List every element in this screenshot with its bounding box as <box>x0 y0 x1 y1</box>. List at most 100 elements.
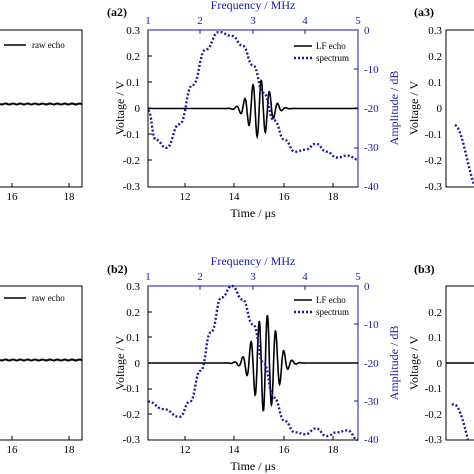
b1-xtick-label-18: 18 <box>64 444 76 456</box>
b3-ytick-label: -0.2 <box>425 409 442 421</box>
b2-bottom-ticks: 12 14 16 18 <box>180 444 340 456</box>
a1-xtick-label-18: 18 <box>64 191 76 203</box>
a2-spectrum-line <box>146 30 359 161</box>
a2-ytick-label: 0.2 <box>126 51 140 63</box>
a2-top-axis-label: Frequency / MHz <box>211 0 296 12</box>
a2-panel-label: (a2) <box>107 5 127 19</box>
a2-top-tick-label: 5 <box>355 15 361 27</box>
a2-ytick-label: 0.3 <box>126 25 140 37</box>
b2-legend: LF echo spectrum <box>294 295 349 317</box>
b2-ytick-label: -0.1 <box>123 383 140 395</box>
b2-ytick-label: -0.2 <box>123 409 140 421</box>
b2-right-tick-label: -30 <box>364 396 379 408</box>
a1-raw-echo-line <box>0 102 83 106</box>
b3-spectrum-fragment <box>451 403 470 441</box>
a2-x-axis-label: Time / μs <box>230 206 276 220</box>
a2-right-tick-label: -20 <box>364 103 379 115</box>
panel-a2: (a2) Frequency / MHz Time / μs Voltage /… <box>107 0 401 220</box>
b3-ytick-label: 0.2 <box>428 307 442 319</box>
a2-lf-echo-line <box>148 79 358 140</box>
a2-top-tick-label: 2 <box>197 15 203 27</box>
a1-xtick-label-16: 16 <box>7 191 19 203</box>
a2-legend-label-echo: LF echo <box>316 41 346 51</box>
b2-ytick-label: 0.3 <box>126 281 140 293</box>
b2-top-tick-label: 1 <box>145 271 151 283</box>
a2-legend: LF echo spectrum <box>294 41 349 63</box>
b3-ytick-label: 0.1 <box>428 332 442 344</box>
b2-right-tick-label: 0 <box>364 281 370 293</box>
b2-ytick-label: 0.1 <box>126 332 140 344</box>
a2-bottom-ticks: 12 14 16 18 <box>180 191 340 203</box>
b2-xtick-label: 16 <box>279 444 291 456</box>
a2-xtick-label: 16 <box>279 191 291 203</box>
b2-x-axis-label: Time / μs <box>230 459 276 473</box>
b2-right-tick-label: -20 <box>364 358 379 370</box>
b2-spectrum-line <box>147 284 359 442</box>
a3-ytick-label: -0.1 <box>425 129 442 141</box>
a2-y-axis-label: Voltage / V <box>113 81 127 136</box>
a3-frame <box>445 29 474 188</box>
a2-top-ticks: 1 2 3 4 5 <box>145 15 361 27</box>
b3-ytick-label: -0.3 <box>425 434 443 446</box>
a3-spectrum-fragment <box>454 123 474 186</box>
a2-ytick-label: 0.1 <box>126 77 140 89</box>
a2-right-tick-label: -40 <box>364 181 379 193</box>
panel-b3: (b3) Voltage / V 0.2 0.1 0 -0.1 -0.2 -0.… <box>407 262 474 446</box>
b2-top-tick-label: 4 <box>302 271 308 283</box>
b2-top-tick-label: 3 <box>250 271 256 283</box>
b2-legend-label-echo: LF echo <box>316 295 346 305</box>
b1-frame <box>0 285 83 441</box>
a2-legend-label-spectrum: spectrum <box>316 53 349 63</box>
b2-legend-label-spectrum: spectrum <box>316 307 349 317</box>
b2-right-tick-label: -40 <box>364 434 379 446</box>
b2-ytick-label: 0 <box>135 358 141 370</box>
a2-right-tick-label: 0 <box>364 25 370 37</box>
a3-y-axis-label: Voltage / V <box>407 81 421 136</box>
a3-panel-label: (a3) <box>414 5 434 19</box>
b2-xtick-label: 14 <box>229 444 241 456</box>
a2-top-tick-label: 4 <box>302 15 308 27</box>
a2-right-tick-label: -10 <box>364 64 379 76</box>
panel-b2: (b2) Frequency / MHz Time / μs Voltage /… <box>107 254 401 473</box>
a1-frame <box>0 29 83 188</box>
a2-ytick-label: 0 <box>135 103 141 115</box>
b1-xtick-label-16: 16 <box>7 444 19 456</box>
a2-right-axis-label: Amplitude / dB <box>387 71 401 146</box>
b2-top-ticks: 1 2 3 4 5 <box>145 271 361 283</box>
a2-ytick-label: -0.3 <box>123 181 141 193</box>
b1-raw-echo-line <box>0 358 83 362</box>
a2-right-ticks: 0 -10 -20 -30 -40 <box>364 25 379 193</box>
panel-b1: raw echo 16 18 <box>0 285 83 456</box>
a3-ytick-label: -0.2 <box>425 155 442 167</box>
b1-legend-label: raw echo <box>32 293 65 303</box>
a3-ytick-label: 0.1 <box>428 77 442 89</box>
b3-panel-label: (b3) <box>414 262 435 276</box>
a2-xtick-label: 18 <box>328 191 340 203</box>
a3-ytick-label: 0.3 <box>428 25 442 37</box>
a2-left-ticks: 0.3 0.2 0.1 0 -0.1 -0.2 -0.3 <box>123 25 141 193</box>
b2-right-ticks: 0 -10 -20 -30 -40 <box>364 281 379 446</box>
panel-a3: (a3) Voltage / V 0.3 0.2 0.1 0 -0.1 -0.2… <box>407 5 474 193</box>
a2-xtick-label: 14 <box>229 191 241 203</box>
a3-ytick-label: 0 <box>437 103 443 115</box>
b2-right-tick-label: -10 <box>364 319 379 331</box>
b3-y-axis-label: Voltage / V <box>407 336 421 391</box>
b2-left-ticks: 0.3 0.2 0.1 0 -0.1 -0.2 -0.3 <box>123 281 141 446</box>
a2-top-tick-label: 3 <box>250 15 256 27</box>
a2-ytick-label: -0.2 <box>123 155 140 167</box>
a3-ytick-label: 0.2 <box>428 51 442 63</box>
panel-a1: raw echo 16 18 <box>0 29 83 203</box>
b2-lf-echo-line <box>148 314 358 412</box>
b2-panel-label: (b2) <box>107 262 128 276</box>
b2-top-axis-label: Frequency / MHz <box>211 254 296 268</box>
b2-xtick-label: 12 <box>180 444 191 456</box>
a1-legend-label: raw echo <box>32 40 65 50</box>
a2-top-tick-label: 1 <box>145 15 151 27</box>
a2-right-tick-label: -30 <box>364 142 379 154</box>
a2-ytick-label: -0.1 <box>123 129 140 141</box>
b2-top-tick-label: 2 <box>197 271 203 283</box>
b2-xtick-label: 18 <box>328 444 340 456</box>
a3-ytick-label: -0.3 <box>425 181 443 193</box>
b2-ytick-label: -0.3 <box>123 434 141 446</box>
